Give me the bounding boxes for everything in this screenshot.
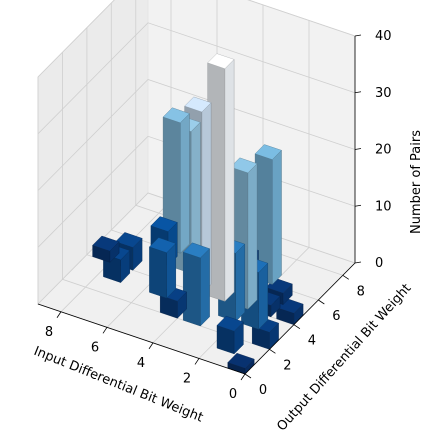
y-tick-label: 8 xyxy=(357,284,365,299)
y-tick-label: 2 xyxy=(283,358,291,373)
bar-face-side xyxy=(236,244,245,321)
bar xyxy=(217,316,243,354)
y-tick-label: 6 xyxy=(332,309,340,324)
y-tick xyxy=(245,374,251,378)
z-tick-label: 0 xyxy=(375,256,383,271)
z-tick xyxy=(355,149,361,150)
bar-face-side xyxy=(180,114,189,254)
z-tick xyxy=(355,92,361,93)
y-tick-label: 4 xyxy=(308,334,316,349)
z-tick xyxy=(355,262,361,263)
bar-face-side xyxy=(167,244,176,299)
x-tick xyxy=(149,343,153,349)
z-tick-label: 10 xyxy=(375,199,392,214)
z-tick xyxy=(355,35,361,36)
bar-face-side xyxy=(272,150,281,284)
z-tick-label: 20 xyxy=(375,143,392,158)
x-tick-label: 4 xyxy=(137,356,145,371)
bar xyxy=(208,54,235,302)
x-tick-label: 0 xyxy=(229,387,237,402)
y-tick-label: 0 xyxy=(259,383,267,398)
bar-face-side xyxy=(259,263,268,329)
bar xyxy=(183,243,209,326)
y-tick xyxy=(294,325,300,329)
bar-face-side xyxy=(200,249,209,326)
bar-face-side xyxy=(225,59,234,301)
x-tick xyxy=(241,374,245,380)
bar xyxy=(149,238,175,299)
y-tick xyxy=(318,300,324,304)
x-tick xyxy=(103,327,107,333)
x-tick xyxy=(195,358,199,364)
x-tick xyxy=(57,312,61,318)
x-axis-label: Input Differential Bit Weight xyxy=(32,344,206,426)
bar-face-front xyxy=(149,247,166,298)
z-tick-label: 30 xyxy=(375,86,392,101)
x-tick-label: 6 xyxy=(91,340,99,355)
z-tick-label: 40 xyxy=(375,29,392,44)
y-tick xyxy=(343,275,349,279)
z-tick xyxy=(355,205,361,206)
bar-face-front xyxy=(183,252,200,326)
x-tick-label: 8 xyxy=(45,325,53,340)
z-axis-label: Number of Pairs xyxy=(409,130,424,234)
y-tick xyxy=(269,349,275,353)
x-tick-label: 2 xyxy=(183,371,191,386)
bar-face-side xyxy=(248,164,257,309)
